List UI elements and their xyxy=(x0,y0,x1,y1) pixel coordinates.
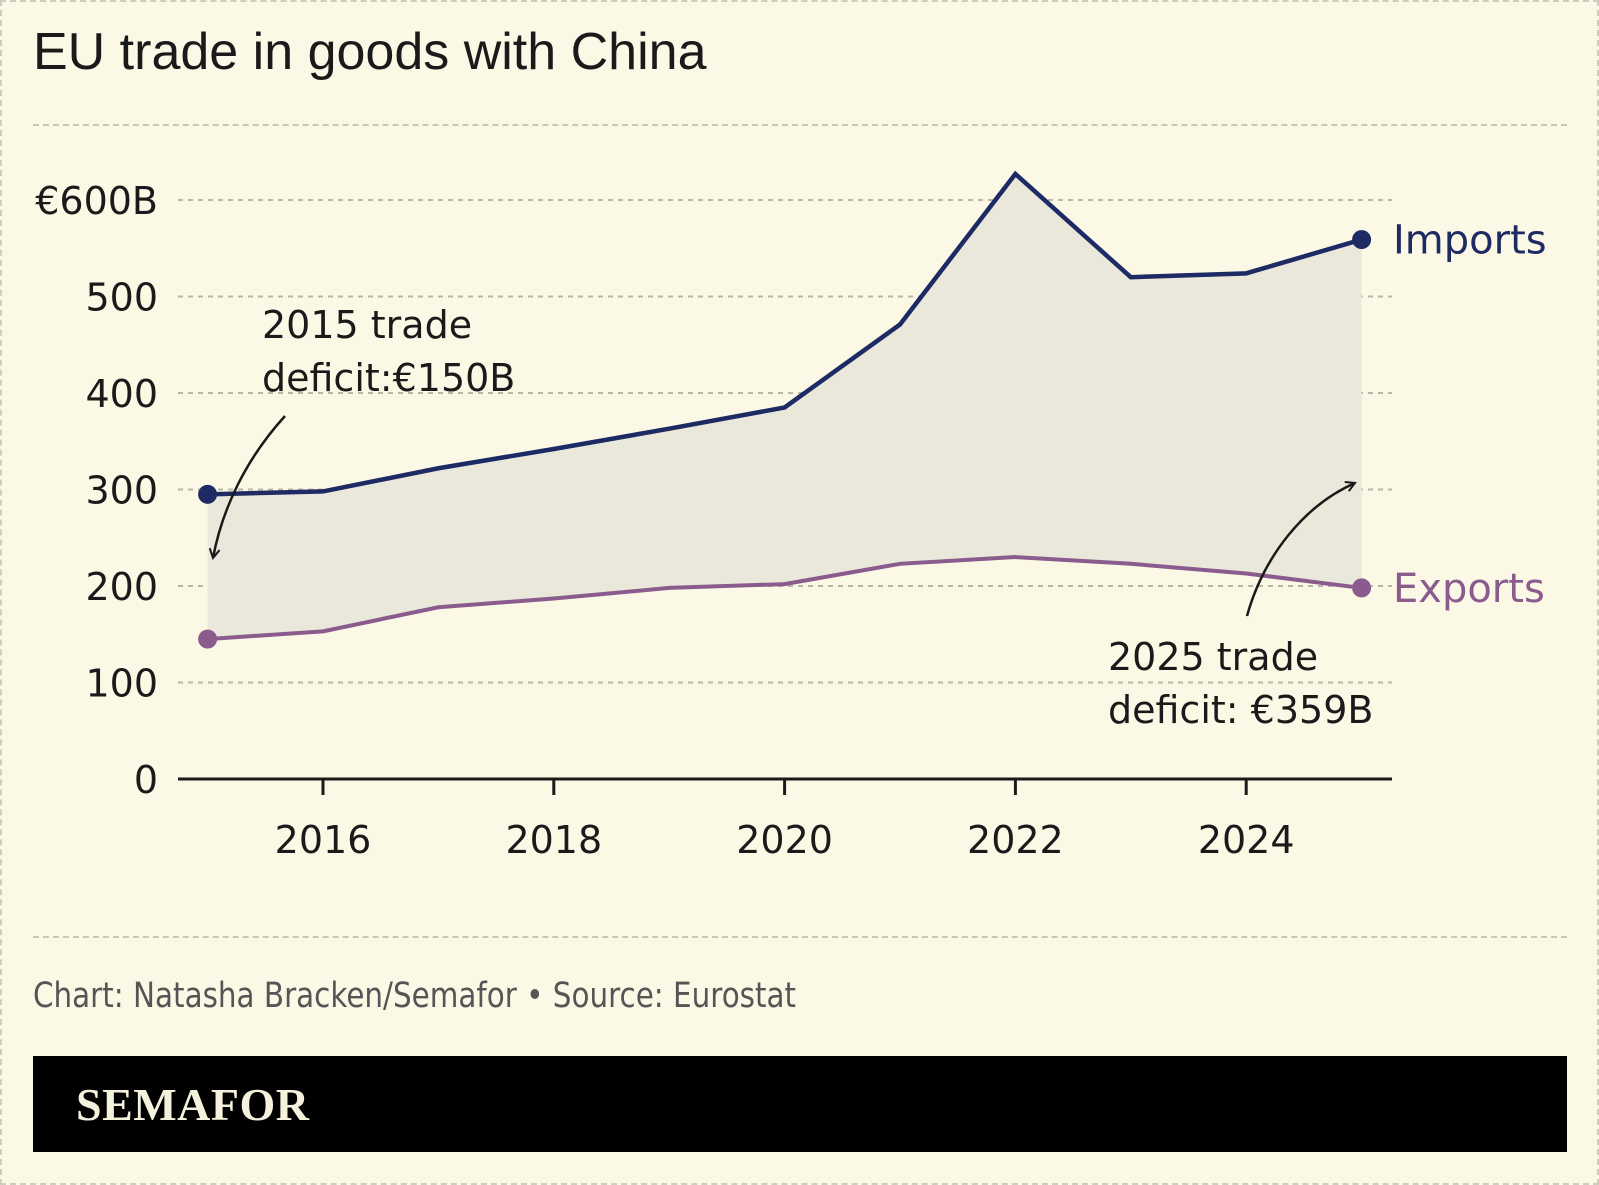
deficit-area xyxy=(207,173,1362,640)
annotation-deficit-2025: 2025 trade deficit: €359B xyxy=(1108,635,1373,732)
footer-bar: SEMAFOR xyxy=(33,1056,1567,1152)
y-tick-label: 300 xyxy=(85,469,158,513)
x-tick-label: 2024 xyxy=(1198,818,1295,862)
y-tick-label: 100 xyxy=(85,662,158,706)
imports-label: Imports xyxy=(1393,218,1547,264)
x-tick-label: 2018 xyxy=(505,818,602,862)
y-tick-label: €600B xyxy=(35,179,158,223)
exports-label: Exports xyxy=(1393,566,1545,612)
exports-line xyxy=(207,555,1362,642)
top-divider xyxy=(33,124,1567,126)
y-tick-label: 200 xyxy=(85,565,158,609)
y-tick-label: 500 xyxy=(85,276,158,320)
exports-point xyxy=(1352,578,1372,598)
x-tick-label: 2016 xyxy=(275,818,372,862)
endpoint-markers xyxy=(198,230,1372,649)
series-labels: Imports Exports xyxy=(1393,218,1547,612)
y-tick-label: 0 xyxy=(134,758,158,802)
annotations: 2015 trade deficit:€150B 2025 trade deficit… xyxy=(213,303,1373,732)
exports-point xyxy=(198,629,218,649)
series-lines xyxy=(207,170,1363,642)
imports-point xyxy=(198,484,218,504)
annotation-arrow xyxy=(1245,483,1355,617)
x-axis: 2016 2018 2020 2022 2024 xyxy=(178,777,1392,862)
x-tick-label: 2022 xyxy=(967,818,1064,862)
chart-title: EU trade in goods with China xyxy=(33,23,707,81)
y-tick-label: 400 xyxy=(85,372,158,416)
chart-credit: Chart: Natasha Bracken/Semafor • Source:… xyxy=(33,976,797,1016)
imports-point xyxy=(1352,230,1372,250)
annotation-deficit-2015: 2015 trade deficit:€150B xyxy=(262,303,515,400)
imports-line xyxy=(207,170,1363,497)
semafor-logo: SEMAFOR xyxy=(76,1079,310,1130)
annotation-arrow xyxy=(213,415,286,558)
bottom-divider xyxy=(33,936,1567,938)
x-tick-label: 2020 xyxy=(736,818,833,862)
